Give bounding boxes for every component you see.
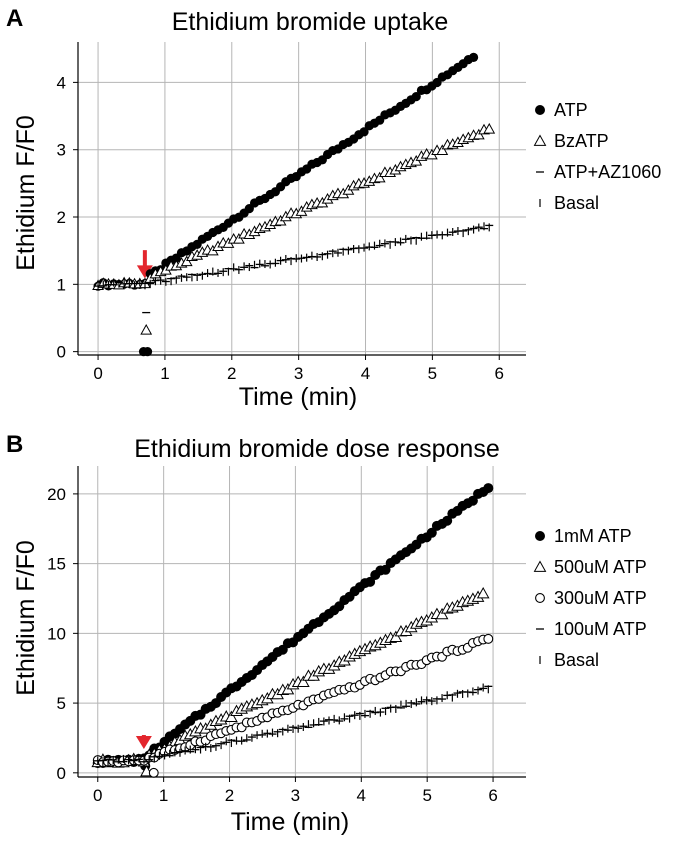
x-tick-label: 5: [422, 786, 431, 805]
legend-label: 1mM ATP: [554, 526, 632, 546]
500um-atp-point: [435, 607, 449, 620]
bzatp-point: [140, 324, 153, 335]
x-tick-label: 0: [93, 364, 102, 383]
legend-label: 300uM ATP: [554, 588, 647, 608]
panel-a-label: A: [6, 5, 23, 32]
300um-atp-point: [148, 767, 159, 778]
1mm-atp-point: [426, 527, 437, 538]
y-tick-label: 15: [47, 555, 66, 574]
x-tick-label: 6: [488, 786, 497, 805]
atp-point: [142, 347, 153, 357]
500um-atp-point: [476, 586, 490, 599]
y-tick-label: 5: [57, 694, 66, 713]
legend-marker: [535, 531, 545, 541]
bzatp-point: [373, 171, 386, 183]
1mm-atp-point: [467, 495, 478, 506]
1mm-atp-point: [483, 483, 494, 494]
1mm-atp-point: [380, 564, 391, 575]
legend-label: Basal: [554, 650, 599, 670]
x-tick-label: 4: [357, 786, 366, 805]
legend-label: ATP+AZ1060: [554, 162, 661, 182]
y-tick-label: 0: [57, 764, 66, 783]
y-tick-label: 2: [57, 208, 66, 227]
500um-atp-point: [225, 710, 238, 723]
x-tick-label: 2: [227, 364, 236, 383]
panel-a-xlabel: Time (min): [239, 383, 358, 411]
x-tick-label: 3: [291, 786, 300, 805]
500um-atp-point: [296, 675, 310, 687]
panel-b-ylabel: Ethidium F/F0: [12, 540, 40, 696]
legend-label: 500uM ATP: [554, 557, 647, 577]
panel-b-xlabel: Time (min): [231, 808, 350, 836]
addition-arrow-head: [135, 736, 152, 750]
y-tick-label: 20: [47, 485, 66, 504]
panel-a-ylabel: Ethidium F/F0: [12, 115, 40, 271]
y-tick-label: 0: [57, 343, 66, 362]
legend-marker: [533, 560, 547, 572]
y-tick-label: 4: [57, 73, 66, 92]
bzatp-point: [232, 232, 245, 244]
panel-b-title: Ethidium bromide dose response: [134, 435, 499, 463]
x-tick-label: 1: [159, 786, 168, 805]
300um-atp-point: [483, 633, 494, 644]
bzatp-point: [483, 122, 496, 134]
legend-marker: [533, 134, 547, 146]
500um-atp-point: [389, 630, 403, 642]
x-tick-label: 1: [160, 364, 169, 383]
bzatp-point: [436, 144, 449, 156]
x-tick-label: 0: [93, 786, 102, 805]
1mm-atp-point: [365, 576, 376, 587]
x-tick-label: 6: [495, 364, 504, 383]
panel-a-plot: 0 1 2 3 4 5 6 0 1 2 3 4 ATP BzATP ATP+AZ1060 Basal: [57, 42, 661, 383]
y-tick-label: 3: [57, 141, 66, 160]
y-tick-label: 1: [57, 275, 66, 294]
legend-marker: [535, 105, 545, 115]
legend-marker: [535, 593, 545, 603]
y-tick-label: 10: [47, 624, 66, 643]
1mm-atp-point: [442, 515, 453, 526]
atp-point: [468, 52, 479, 62]
atp-point: [359, 127, 369, 137]
x-tick-label: 4: [361, 364, 370, 383]
legend-label: ATP: [554, 100, 588, 120]
bzatp-point: [180, 255, 193, 267]
x-tick-label: 3: [294, 364, 303, 383]
panel-b-label: B: [6, 431, 23, 458]
x-tick-label: 2: [225, 786, 234, 805]
addition-arrow-head: [136, 265, 153, 279]
legend-label: Basal: [554, 193, 599, 213]
legend-label: BzATP: [554, 131, 609, 151]
panel-b-plot: 0 1 2 3 4 5 6 0 5 10 15 20 1mM ATP 500uM ATP 300uM ATP…: [47, 466, 647, 805]
atp-point: [411, 92, 421, 102]
legend-label: 100uM ATP: [554, 619, 647, 639]
panel-a-title: Ethidium bromide uptake: [172, 8, 449, 36]
x-tick-label: 5: [428, 364, 437, 383]
